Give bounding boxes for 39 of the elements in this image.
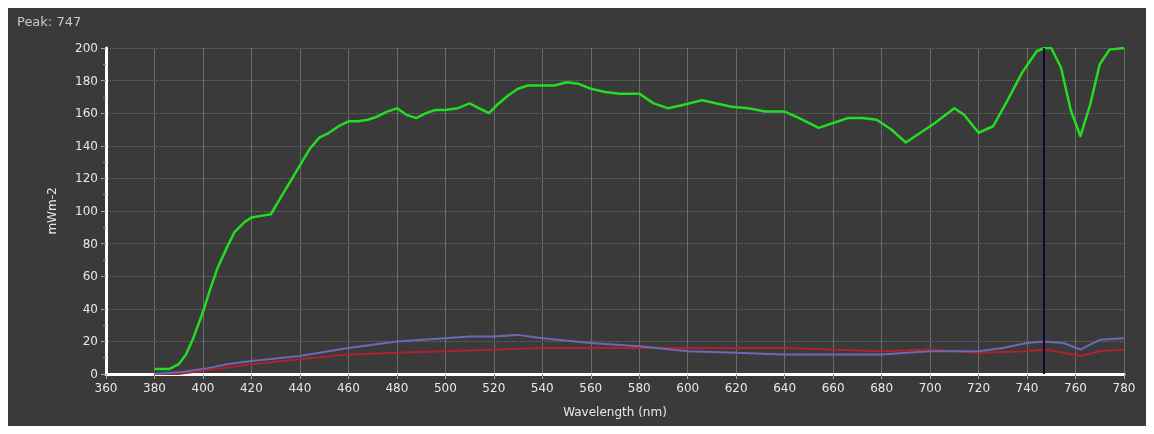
- x-tick-label: 440: [288, 381, 312, 395]
- y-tick-label: 160: [75, 106, 98, 121]
- x-tick-label: 700: [918, 381, 942, 395]
- x-tick-label: 680: [870, 381, 894, 395]
- x-tick-label: 560: [579, 381, 603, 395]
- x-tick-label: 540: [530, 381, 554, 395]
- y-tick-label: 80: [82, 236, 98, 251]
- x-tick-label: 620: [724, 381, 748, 395]
- x-tick-label: 400: [191, 381, 215, 395]
- x-tick-label: 420: [239, 381, 263, 395]
- x-tick-label: 580: [627, 381, 651, 395]
- x-tick-label: 640: [773, 381, 797, 395]
- line-series: [153, 346, 1125, 375]
- x-tick-label: 600: [676, 381, 700, 395]
- x-tick-label: 720: [967, 381, 991, 395]
- x-tick-label: 660: [821, 381, 845, 395]
- y-tick-label: 60: [82, 269, 98, 284]
- x-tick-label: 380: [143, 381, 166, 395]
- x-tick-label: 480: [385, 381, 409, 395]
- y-tick-label: 20: [82, 334, 98, 349]
- x-tick-label: 760: [1064, 381, 1087, 395]
- line-series: [153, 46, 1126, 371]
- x-tick-label: 460: [336, 381, 360, 395]
- y-axis-title: mWm-2: [45, 187, 59, 235]
- chart-title: Peak: 747: [17, 14, 82, 29]
- y-tick-label: 180: [75, 73, 98, 88]
- line-series: [153, 333, 1125, 375]
- y-tick-label: 40: [82, 301, 98, 316]
- y-tick-label: 200: [75, 41, 98, 55]
- x-tick-label: 780: [1112, 381, 1136, 395]
- y-tick-label: 100: [75, 204, 98, 218]
- x-axis-title: Wavelength (nm): [563, 405, 667, 419]
- x-tick-label: 360: [94, 381, 118, 395]
- y-tick-label: 0: [90, 367, 98, 381]
- y-tick-label: 120: [75, 171, 98, 186]
- x-tick-label: 500: [433, 381, 457, 395]
- y-tick-label: 140: [75, 138, 98, 153]
- x-tick-label: 520: [482, 381, 506, 395]
- x-tick-label: 740: [1015, 381, 1039, 395]
